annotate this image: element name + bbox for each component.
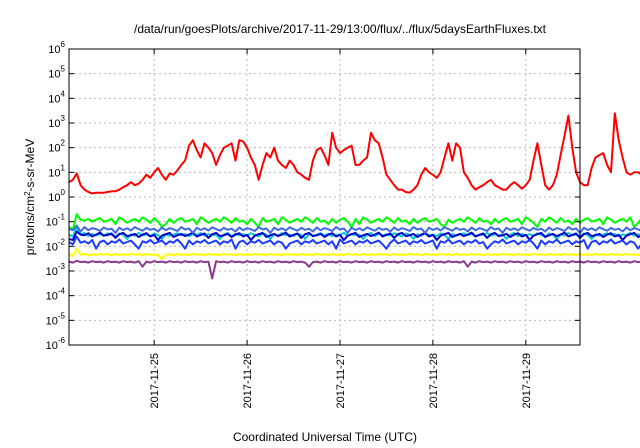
- x-tick-label: 2017-11-29: [521, 353, 533, 408]
- y-tick-exponent: -3: [58, 262, 66, 271]
- y-tick-exponent: -4: [58, 287, 66, 296]
- y-axis: 10-610-510-410-310-210-11001011021031041…: [46, 40, 580, 352]
- y-tick-exponent: 3: [61, 114, 66, 123]
- y-tick-exponent: 2: [61, 139, 66, 148]
- y-tick-exponent: 0: [61, 188, 66, 197]
- x-axis: 2017-11-25 2017-11-26 2017-11-27 2017-11-28…: [149, 49, 533, 408]
- x-tick-label: 2017-11-25: [149, 353, 161, 408]
- y-tick-label: 101: [48, 163, 65, 179]
- x-axis-label: Coordinated Universal Time (UTC): [233, 430, 417, 444]
- y-tick-label: 100: [48, 188, 65, 204]
- y-tick-label: 10-5: [46, 311, 66, 327]
- y-tick-base: 10: [46, 266, 58, 278]
- y-axis-label-prefix: protons/cm: [23, 196, 37, 255]
- y-tick-exponent: -6: [58, 336, 66, 345]
- y-tick-label: 10-3: [46, 262, 66, 278]
- y-tick-label: 105: [48, 65, 65, 81]
- y-tick-label: 102: [48, 139, 65, 155]
- y-tick-base: 10: [46, 241, 58, 253]
- x-tick-label: 2017-11-28: [428, 353, 440, 408]
- y-tick-label: 10-6: [46, 336, 66, 352]
- y-tick-base: 10: [46, 217, 58, 229]
- y-tick-base: 10: [46, 340, 58, 352]
- series-line-7: [68, 259, 640, 280]
- y-tick-exponent: 6: [61, 40, 66, 49]
- y-tick-label: 10-2: [46, 237, 66, 253]
- y-tick-base: 10: [48, 192, 60, 204]
- x-tick-label: 2017-11-27: [335, 353, 347, 408]
- series-line-4: [68, 224, 640, 234]
- y-axis-label: protons/cm2-s-sr-MeV: [23, 139, 38, 255]
- y-tick-exponent: -1: [58, 213, 66, 222]
- series-line-1: [68, 213, 640, 231]
- y-tick-exponent: 1: [61, 163, 66, 172]
- y-tick-label: 10-1: [46, 213, 66, 229]
- y-tick-label: 10-4: [46, 287, 66, 303]
- y-tick-base: 10: [48, 167, 60, 179]
- y-tick-base: 10: [46, 315, 58, 327]
- y-axis-label-suffix: -s-sr-MeV: [23, 139, 37, 192]
- y-tick-label: 106: [48, 40, 65, 56]
- y-tick-exponent: -2: [58, 237, 66, 246]
- series-line-3: [68, 230, 640, 241]
- series-line-0: [68, 112, 640, 195]
- y-tick-base: 10: [48, 118, 60, 130]
- series-line-6: [68, 247, 640, 261]
- y-tick-base: 10: [46, 291, 58, 303]
- chart-title: /data/run/goesPlots/archive/2017-11-29/1…: [134, 22, 547, 36]
- y-axis-label-superscript: 2: [23, 191, 32, 196]
- y-tick-base: 10: [48, 143, 60, 155]
- series-lines: [68, 112, 640, 280]
- y-tick-exponent: 4: [61, 89, 66, 98]
- y-tick-base: 10: [48, 93, 60, 105]
- y-tick-exponent: 5: [61, 65, 66, 74]
- grid: [69, 49, 580, 345]
- x-tick-label: 2017-11-26: [242, 353, 254, 408]
- y-tick-base: 10: [48, 69, 60, 81]
- y-tick-label: 103: [48, 114, 65, 130]
- y-tick-base: 10: [48, 44, 60, 56]
- series-line-5: [68, 235, 640, 250]
- y-tick-label: 104: [48, 89, 65, 105]
- y-tick-exponent: -5: [58, 311, 66, 320]
